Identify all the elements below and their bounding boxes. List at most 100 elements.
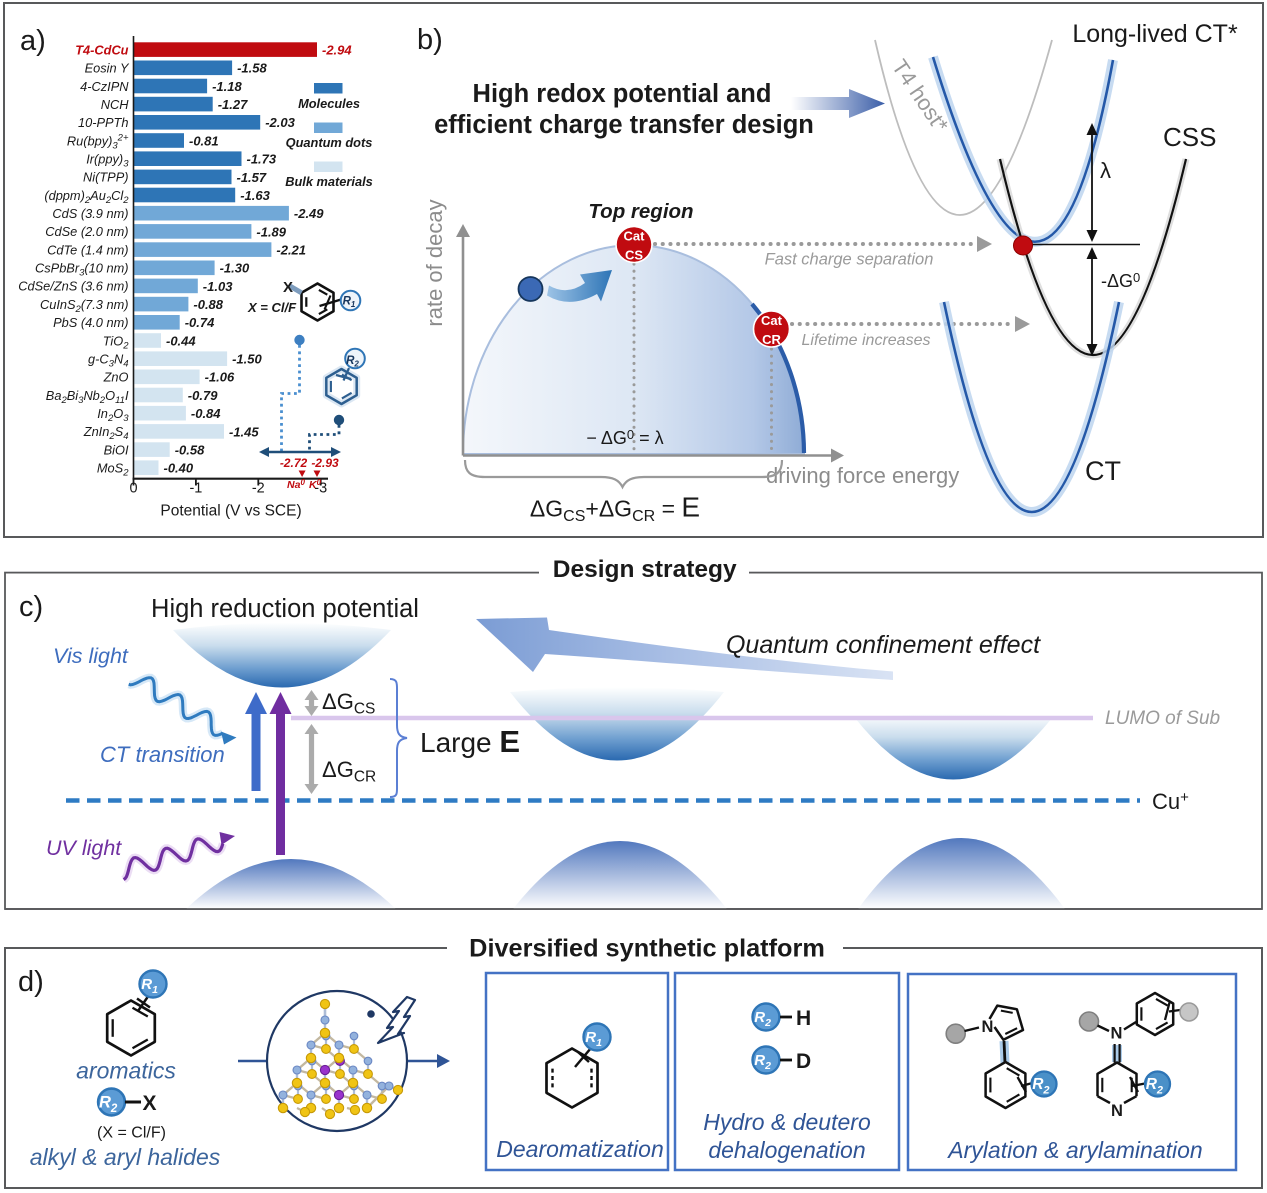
svg-text:-0.74: -0.74 xyxy=(185,315,215,330)
svg-text:-2.49: -2.49 xyxy=(294,206,324,221)
svg-text:-2.03: -2.03 xyxy=(265,115,295,130)
svg-text:-1.63: -1.63 xyxy=(240,188,270,203)
svg-text:driving force energy: driving force energy xyxy=(766,463,959,488)
svg-text:X: X xyxy=(143,1092,157,1115)
svg-text:-1.27: -1.27 xyxy=(218,97,248,112)
svg-text:Ir(ppy)3​: Ir(ppy)3​ xyxy=(86,152,129,170)
svg-text:NCH: NCH xyxy=(101,97,129,112)
svg-text:-2.21: -2.21 xyxy=(276,243,306,258)
svg-text:Molecules: Molecules xyxy=(298,96,360,111)
svg-text:ΔGCS+ΔGCR = E: ΔGCS+ΔGCR = E xyxy=(530,492,700,526)
svg-text:H: H xyxy=(796,1007,811,1030)
svg-text:Quantum dots: Quantum dots xyxy=(286,135,373,150)
svg-text:efficient charge transfer desi: efficient charge transfer design xyxy=(434,111,814,139)
svg-text:LUMO of Sub: LUMO of Sub xyxy=(1105,708,1220,729)
svg-text:-0.84: -0.84 xyxy=(191,406,221,421)
svg-text:TiO2​: TiO2​ xyxy=(103,333,130,351)
svg-text:D: D xyxy=(796,1050,811,1073)
svg-text:-1.50: -1.50 xyxy=(232,352,262,367)
svg-text:ZnO: ZnO xyxy=(103,370,129,385)
svg-text:-1.57: -1.57 xyxy=(237,170,267,185)
svg-text:alkyl & aryl halides: alkyl & aryl halides xyxy=(30,1144,221,1170)
svg-text:CdTe (1.4 nm): CdTe (1.4 nm) xyxy=(47,242,128,257)
svg-text:-1.30: -1.30 xyxy=(220,261,250,276)
svg-text:N: N xyxy=(1111,1025,1123,1043)
svg-text:N: N xyxy=(1111,1102,1123,1120)
svg-text:Hydro & deutero: Hydro & deutero xyxy=(703,1109,871,1135)
svg-text:-1.03: -1.03 xyxy=(203,279,233,294)
svg-text:-1.45: -1.45 xyxy=(229,424,259,439)
svg-text:-0.79: -0.79 xyxy=(188,388,218,403)
svg-text:-0.44: -0.44 xyxy=(166,333,196,348)
svg-text:-1.58: -1.58 xyxy=(237,61,267,76)
svg-text:Arylation & arylamination: Arylation & arylamination xyxy=(946,1137,1202,1163)
svg-text:ZnIn2​S4​: ZnIn2​S4​ xyxy=(83,424,129,442)
svg-text:Ba2​Bi3​Nb2​O11​I: Ba2​Bi3​Nb2​O11​I xyxy=(46,388,129,406)
svg-text:aromatics: aromatics xyxy=(76,1058,176,1084)
svg-text:Quantum confinement effect: Quantum confinement effect xyxy=(726,631,1041,659)
svg-text:Bulk materials: Bulk materials xyxy=(285,174,373,189)
svg-text:Large E: Large E xyxy=(420,724,520,759)
svg-text:-ΔG0: -ΔG0 xyxy=(1101,270,1140,291)
svg-text:-2.93: -2.93 xyxy=(311,456,339,470)
svg-text:Design strategy: Design strategy xyxy=(553,556,737,583)
svg-text:Vis light: Vis light xyxy=(53,644,129,668)
svg-text:Cat: Cat xyxy=(624,228,646,243)
svg-text:10-PPTh: 10-PPTh xyxy=(78,115,129,130)
svg-text:CSS: CSS xyxy=(1163,122,1216,152)
svg-text:b): b) xyxy=(417,24,443,56)
svg-text:High redox potential and: High redox potential and xyxy=(473,80,772,108)
svg-text:CT transition: CT transition xyxy=(100,742,225,767)
svg-text:T4-CdCu: T4-CdCu xyxy=(75,42,128,57)
svg-text:X = Cl/F: X = Cl/F xyxy=(247,300,297,315)
svg-text:g-C3​N4​: g-C3​N4​ xyxy=(88,352,128,370)
svg-text:Lifetime increases: Lifetime increases xyxy=(802,332,931,349)
svg-text:0: 0 xyxy=(129,481,137,497)
svg-text:UV light: UV light xyxy=(46,836,122,860)
svg-text:d): d) xyxy=(18,966,44,998)
svg-text:Cat: Cat xyxy=(761,313,783,328)
svg-text:-0.88: -0.88 xyxy=(193,297,223,312)
svg-text:CR: CR xyxy=(762,332,781,347)
svg-text:Dearomatization: Dearomatization xyxy=(496,1136,663,1162)
svg-text:X: X xyxy=(283,279,293,296)
svg-text:CS: CS xyxy=(625,247,643,262)
svg-text:-0.81: -0.81 xyxy=(189,133,219,148)
svg-text:BiOI: BiOI xyxy=(104,442,129,457)
svg-text:-2.72: -2.72 xyxy=(280,456,308,470)
svg-text:CT: CT xyxy=(1085,456,1121,486)
svg-text:Potential (V vs SCE): Potential (V vs SCE) xyxy=(160,503,301,520)
svg-text:-0.40: -0.40 xyxy=(164,461,194,476)
svg-text:Diversified synthetic platform: Diversified synthetic platform xyxy=(469,935,825,963)
svg-text:Ni(TPP): Ni(TPP) xyxy=(83,170,129,185)
svg-text:-0.58: -0.58 xyxy=(175,443,205,458)
svg-text:dehalogenation: dehalogenation xyxy=(708,1137,865,1163)
svg-text:-3: -3 xyxy=(314,481,327,497)
svg-text:N: N xyxy=(982,1018,994,1036)
svg-text:rate of decay: rate of decay xyxy=(422,199,447,326)
svg-text:-2: -2 xyxy=(252,481,265,497)
svg-text:CdSe (2.0 nm): CdSe (2.0 nm) xyxy=(45,224,128,239)
svg-text:In2​O3​: In2​O3​ xyxy=(97,406,129,424)
svg-text:c): c) xyxy=(19,591,43,623)
svg-text:Fast charge separation: Fast charge separation xyxy=(765,251,934,269)
svg-text:-1.73: -1.73 xyxy=(247,152,277,167)
svg-text:PbS (4.0 nm): PbS (4.0 nm) xyxy=(53,315,128,330)
svg-text:(X = Cl/F): (X = Cl/F) xyxy=(97,1125,166,1142)
svg-text:CuInS2​(7.3 nm): CuInS2​(7.3 nm) xyxy=(40,297,129,315)
svg-text:MoS2​: MoS2​ xyxy=(97,461,129,479)
svg-text:a): a) xyxy=(20,25,46,57)
svg-text:CsPbBr3​(10 nm): CsPbBr3​(10 nm) xyxy=(35,261,128,279)
svg-text:Eosin Y: Eosin Y xyxy=(85,61,130,76)
svg-text:-1.06: -1.06 xyxy=(205,370,235,385)
svg-text:Top region: Top region xyxy=(588,200,693,223)
svg-text:λ: λ xyxy=(1100,158,1111,183)
svg-text:-1.18: -1.18 xyxy=(212,79,242,94)
svg-text:-1: -1 xyxy=(189,481,202,497)
svg-text:CdSe/ZnS (3.6 nm): CdSe/ZnS (3.6 nm) xyxy=(18,279,128,294)
svg-text:Long-lived CT*: Long-lived CT* xyxy=(1072,20,1238,48)
svg-text:CdS (3.9 nm): CdS (3.9 nm) xyxy=(52,206,128,221)
svg-text:-2.94: -2.94 xyxy=(322,43,352,58)
svg-text:− ΔG0 = λ: − ΔG0 = λ xyxy=(586,427,663,448)
svg-text:4-CzIPN: 4-CzIPN xyxy=(80,79,129,94)
